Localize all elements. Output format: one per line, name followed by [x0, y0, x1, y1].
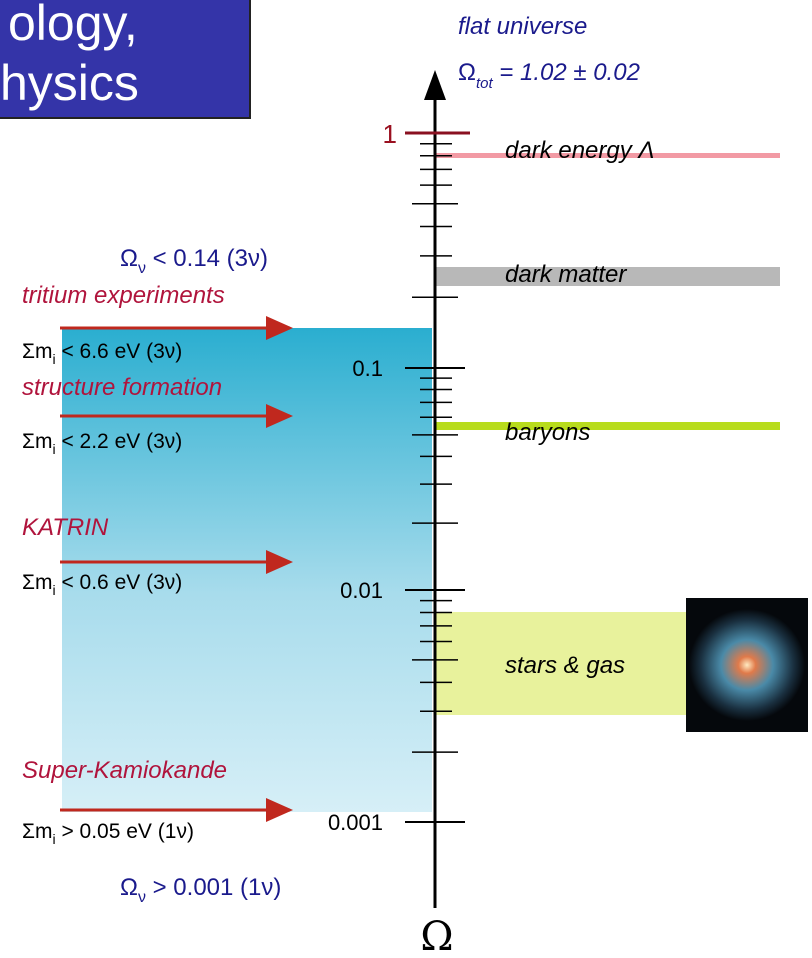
bound-lower: Ων > 0.001 (1ν) — [120, 874, 281, 906]
component-label: baryons — [505, 419, 590, 446]
tick-label: 0.01 — [340, 578, 383, 603]
title-line: ology, — [8, 0, 138, 51]
tick-label: 0.1 — [352, 356, 383, 381]
caption: flat universe — [458, 13, 587, 40]
title-line: hysics — [0, 55, 139, 111]
axis-arrow — [424, 70, 446, 100]
experiment-name: Super-Kamiokande — [22, 757, 227, 784]
slide: ology, hysics 1 0.1 0.01 0.001 Ω flat un… — [0, 0, 812, 958]
mass-limit: Σmi < 0.6 eV (3ν) — [22, 571, 182, 598]
component-label: dark energy Λ — [505, 137, 654, 164]
galaxy — [689, 609, 805, 721]
mass-limit: Σmi > 0.05 eV (1ν) — [22, 820, 194, 847]
bound-upper: Ων < 0.14 (3ν) — [120, 245, 268, 277]
tick-label: 1 — [383, 119, 397, 149]
mass-limit: Σmi < 2.2 eV (3ν) — [22, 430, 182, 457]
component-label: dark matter — [505, 261, 627, 288]
tick-label: 0.001 — [328, 810, 383, 835]
experiment-name: structure formation — [22, 374, 222, 401]
experiment-name: tritium experiments — [22, 282, 225, 309]
component-label: stars & gas — [505, 652, 625, 679]
axis-symbol: Ω — [420, 914, 453, 958]
omega-total: Ωtot = 1.02 ± 0.02 — [458, 59, 640, 92]
baryons-band — [435, 422, 780, 430]
mass-limit: Σmi < 6.6 eV (3ν) — [22, 340, 182, 367]
experiment-name: KATRIN — [22, 514, 109, 541]
